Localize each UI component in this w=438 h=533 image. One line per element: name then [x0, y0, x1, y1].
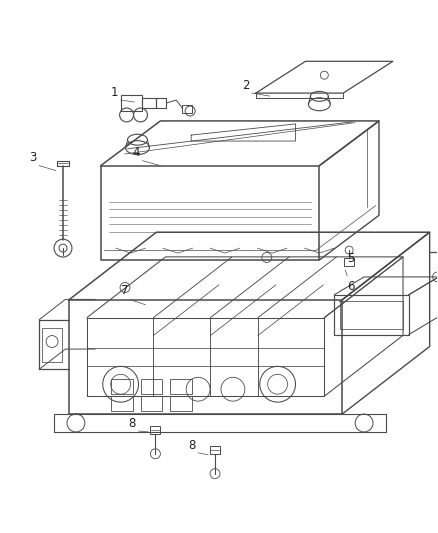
Bar	[156, 98, 166, 108]
Bar	[42, 328, 62, 362]
Text: 5: 5	[347, 252, 354, 265]
Text: 8: 8	[129, 417, 136, 430]
Bar	[150, 426, 160, 434]
Text: 8: 8	[188, 439, 196, 452]
Text: 7: 7	[120, 284, 128, 297]
Bar	[141, 396, 162, 411]
Bar	[111, 379, 133, 394]
Text: 4: 4	[133, 146, 140, 159]
Text: 2: 2	[242, 79, 249, 92]
Bar	[182, 105, 192, 113]
Bar	[344, 258, 354, 266]
Bar	[170, 379, 192, 394]
Text: 1: 1	[111, 86, 118, 99]
Bar	[170, 396, 192, 411]
Bar	[141, 379, 162, 394]
Bar	[120, 95, 142, 111]
Bar	[142, 98, 156, 108]
Text: 3: 3	[29, 151, 37, 164]
Text: 6: 6	[347, 280, 355, 293]
Bar	[210, 446, 220, 454]
Bar	[111, 396, 133, 411]
